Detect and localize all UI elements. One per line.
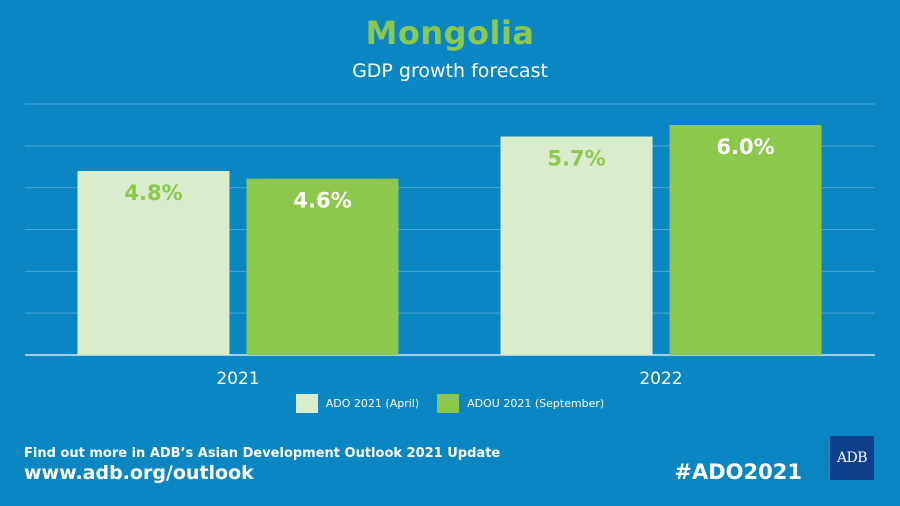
data-label-2021-series-0: 4.8% (124, 181, 182, 205)
bar-2022-series-0 (500, 136, 653, 355)
legend: ADO 2021 (April) ADOU 2021 (September) (0, 394, 900, 413)
adb-logo: ADB (830, 436, 874, 480)
bar-2022-series-1 (669, 125, 822, 355)
data-label-2021-series-1: 4.6% (293, 189, 351, 213)
footer-url-link[interactable]: www.adb.org/outlook (24, 462, 254, 484)
legend-label-ado-april: ADO 2021 (April) (325, 397, 420, 410)
legend-item-adou-september: ADOU 2021 (September) (437, 394, 604, 413)
x-tick-labels: 2021 2022 (216, 369, 682, 389)
legend-swatch-adou-september (437, 394, 460, 413)
chart-title: Mongolia (365, 14, 535, 52)
data-label-2022-series-1: 6.0% (716, 135, 774, 159)
x-tick-label-2021: 2021 (216, 369, 259, 389)
x-tick-label-2022: 2022 (639, 369, 682, 389)
bar-chart: 4.8% 4.6% 5.7% 6.0% 2021 2022 (25, 103, 875, 389)
data-labels: 4.8% 4.6% 5.7% 6.0% (124, 135, 774, 213)
chart-subtitle: GDP growth forecast (352, 60, 548, 82)
hashtag-text: #ADO2021 (674, 460, 802, 484)
data-label-2022-series-0: 5.7% (547, 147, 605, 171)
legend-item-ado-april: ADO 2021 (April) (295, 394, 420, 413)
bar-2021-series-0 (77, 171, 230, 355)
bar-2021-series-1 (246, 178, 399, 355)
footer-promo-text: Find out more in ADB’s Asian Development… (24, 446, 501, 461)
legend-label-adou-september: ADOU 2021 (September) (467, 397, 605, 410)
legend-swatch-ado-april (295, 394, 318, 413)
bars (77, 125, 822, 355)
